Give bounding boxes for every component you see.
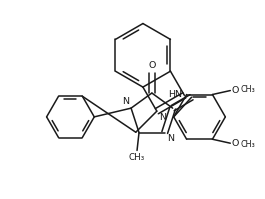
Text: CH₃: CH₃ — [240, 85, 255, 94]
Text: O: O — [148, 61, 156, 70]
Text: O: O — [231, 139, 239, 148]
Text: N: N — [167, 134, 174, 142]
Text: HN: HN — [168, 90, 182, 99]
Text: N: N — [159, 113, 166, 122]
Text: CH₃: CH₃ — [240, 140, 255, 149]
Text: CH₃: CH₃ — [129, 153, 145, 162]
Text: O: O — [231, 86, 239, 95]
Text: N: N — [122, 97, 129, 106]
